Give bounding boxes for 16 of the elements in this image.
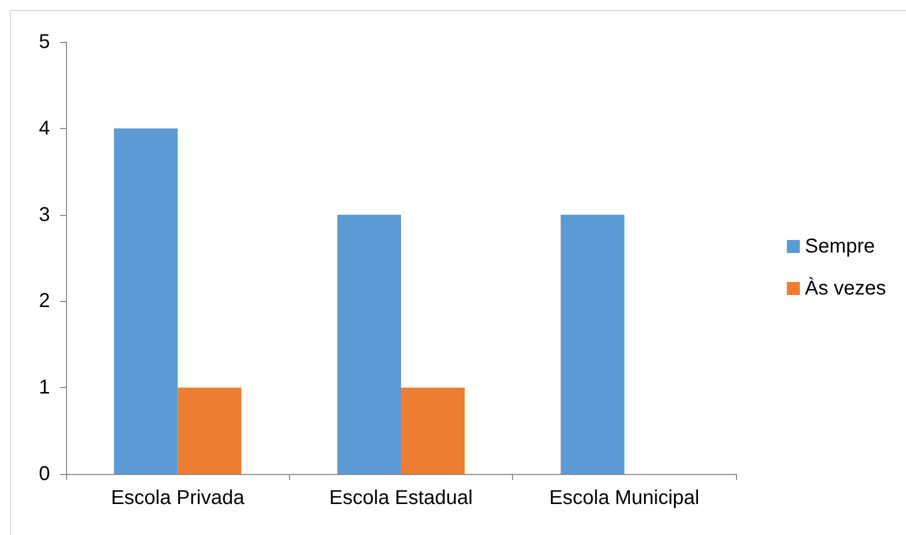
legend-label: Sempre [804,236,875,258]
legend-label: Às vezes [804,276,886,300]
bar [560,214,624,474]
x-tick-label: Escola Privada [110,487,246,509]
bar [337,214,401,474]
y-tick-label: 4 [38,117,50,140]
y-tick-label: 3 [38,204,50,226]
x-tick-label: Escola Municipal [549,487,700,509]
y-tick-label: 0 [38,463,50,485]
y-tick-label: 5 [38,31,50,53]
y-tick-label: 2 [38,290,50,312]
bar [114,128,178,474]
x-tick-label: Escola Estadual [329,487,473,509]
bar [178,388,242,474]
bar [401,388,465,474]
y-tick-label: 1 [38,376,50,399]
